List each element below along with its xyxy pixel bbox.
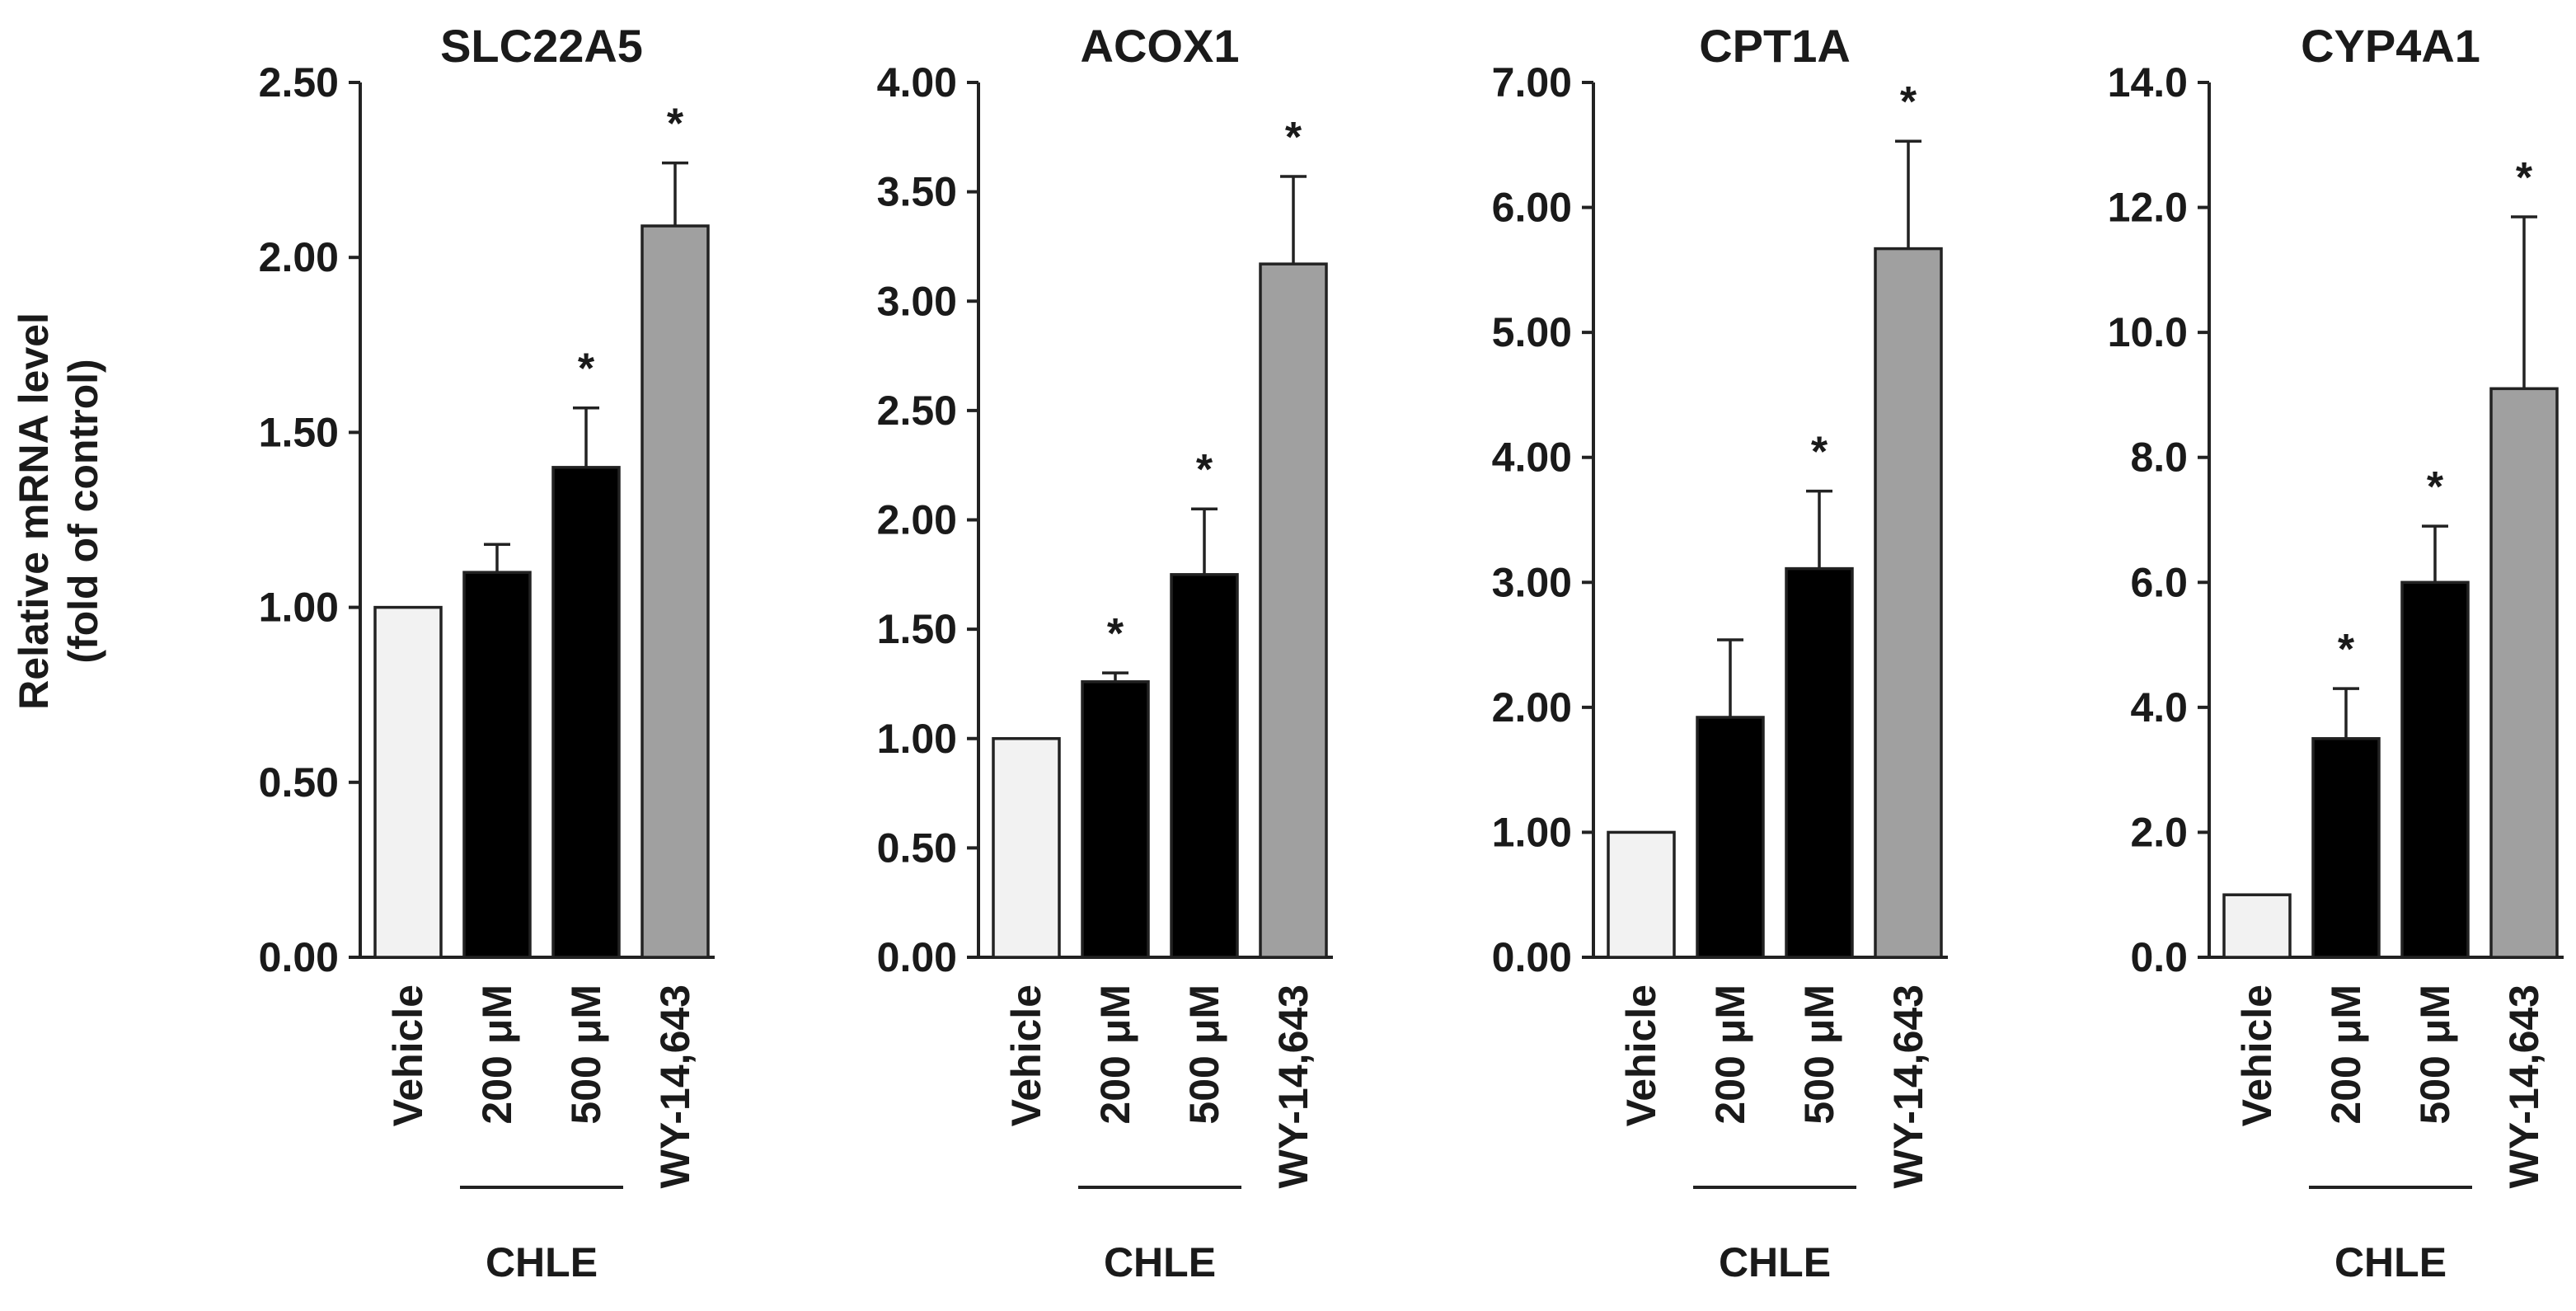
significance-star: *	[1811, 429, 1828, 477]
bar-3	[2400, 580, 2470, 959]
category-label: WY-14,643	[2501, 984, 2547, 1188]
y-tick-label: 1.00	[877, 716, 957, 762]
y-tick-label: 1.00	[1492, 809, 1572, 855]
category-label: WY-14,643	[1270, 984, 1316, 1188]
bar-3	[1785, 566, 1854, 959]
significance-star: *	[2338, 626, 2355, 674]
panel-title: CPT1A	[1699, 20, 1851, 72]
category-label: 200 μM	[2323, 984, 2369, 1125]
category-label: Vehicle	[2234, 984, 2280, 1126]
significance-star: *	[1285, 114, 1302, 162]
category-label: Vehicle	[385, 984, 431, 1126]
y-axis-label: Relative mRNA level (fold of control)	[11, 312, 106, 710]
bar-2	[2311, 737, 2381, 959]
y-tick-label: 1.50	[259, 409, 339, 455]
bar-4	[640, 224, 710, 959]
bar-3	[551, 466, 621, 959]
y-tick-label: 0.00	[1492, 934, 1572, 980]
category-label: WY-14,643	[1885, 984, 1931, 1188]
y-tick-label: 14.0	[2108, 59, 2188, 106]
y-tick-label: 2.50	[877, 388, 957, 434]
significance-star: *	[2516, 154, 2533, 202]
category-label: 500 μM	[1181, 984, 1227, 1125]
y-tick-label: 5.00	[1492, 309, 1572, 355]
y-tick-label: 4.0	[2130, 684, 2188, 731]
y-tick-label: 10.0	[2108, 309, 2188, 355]
bar-4	[1874, 247, 1943, 959]
y-tick-label: 1.50	[877, 606, 957, 652]
y-tick-label: 3.00	[877, 278, 957, 324]
bar-2	[462, 571, 532, 959]
y-tick-label: 2.00	[1492, 684, 1572, 731]
significance-star: *	[1107, 610, 1124, 658]
y-tick-label: 2.00	[259, 234, 339, 280]
y-tick-label: 2.00	[877, 497, 957, 543]
category-label: Vehicle	[1003, 984, 1049, 1126]
y-tick-label: 0.00	[259, 934, 339, 980]
chart-panels: SLC22A5 0.00 0.50 1.00 1.50 2.00 2.50 Vehicle 20…	[259, 20, 2564, 1285]
group-label-chle: CHLE	[1104, 1239, 1216, 1285]
significance-star: *	[1196, 446, 1213, 494]
category-label: 200 μM	[1707, 984, 1753, 1125]
significance-star: *	[578, 345, 595, 393]
category-label: 500 μM	[563, 984, 609, 1125]
chart-panel-4: CYP4A1 0.0 2.0 4.0 6.0 8.0 10.0 12.0 14.0 Vehicle…	[2108, 20, 2564, 1285]
group-label-chle: CHLE	[486, 1239, 598, 1285]
bar-4	[2489, 387, 2559, 959]
y-tick-label: 6.0	[2130, 559, 2188, 605]
y-tick-label: 4.00	[877, 59, 957, 106]
y-tick-label: 0.50	[259, 759, 339, 806]
bar-4	[1259, 262, 1328, 959]
y-tick-label: 0.50	[877, 825, 957, 871]
panel-title: ACOX1	[1081, 20, 1240, 72]
chart-panel-1: SLC22A5 0.00 0.50 1.00 1.50 2.00 2.50 Vehicle 20…	[259, 20, 715, 1285]
bar-3	[1170, 573, 1239, 959]
y-tick-label: 0.0	[2130, 934, 2188, 980]
significance-star: *	[1900, 78, 1917, 126]
y-tick-label: 0.00	[877, 934, 957, 980]
panel-title: CYP4A1	[2301, 20, 2480, 72]
group-label-chle: CHLE	[2334, 1239, 2447, 1285]
group-label-chle: CHLE	[1719, 1239, 1831, 1285]
y-tick-label: 6.00	[1492, 185, 1572, 231]
significance-star: *	[667, 101, 684, 148]
bar-1	[1607, 830, 1676, 959]
y-axis-label-line1: Relative mRNA level	[11, 312, 57, 710]
bar-2	[1081, 680, 1150, 959]
y-tick-label: 7.00	[1492, 59, 1572, 106]
category-label: 500 μM	[2412, 984, 2458, 1125]
bar-1	[992, 737, 1061, 959]
y-tick-label: 1.00	[259, 585, 339, 631]
y-tick-label: 3.00	[1492, 559, 1572, 605]
category-label: Vehicle	[1618, 984, 1664, 1126]
y-tick-label: 2.0	[2130, 809, 2188, 855]
y-tick-label: 3.50	[877, 169, 957, 215]
category-label: 200 μM	[474, 984, 520, 1125]
y-tick-label: 8.0	[2130, 435, 2188, 481]
y-tick-label: 2.50	[259, 59, 339, 106]
category-label: 500 μM	[1796, 984, 1842, 1125]
chart-panel-2: ACOX1 0.00 0.50 1.00 1.50 2.00 2.50 3.00 3.50 4.0…	[877, 20, 1333, 1285]
y-tick-label: 4.00	[1492, 435, 1572, 481]
y-axis-label-line2: (fold of control)	[60, 359, 106, 663]
chart-panel-3: CPT1A 0.00 1.00 2.00 3.00 4.00 5.00 6.00 7.00 Veh…	[1492, 20, 1948, 1285]
category-label: 200 μM	[1092, 984, 1138, 1125]
bar-1	[2222, 893, 2292, 959]
y-tick-label: 12.0	[2108, 185, 2188, 231]
significance-star: *	[2427, 463, 2444, 511]
panel-title: SLC22A5	[440, 20, 643, 72]
bar-1	[373, 605, 443, 959]
category-label: WY-14,643	[652, 984, 698, 1188]
bar-2	[1696, 716, 1765, 959]
